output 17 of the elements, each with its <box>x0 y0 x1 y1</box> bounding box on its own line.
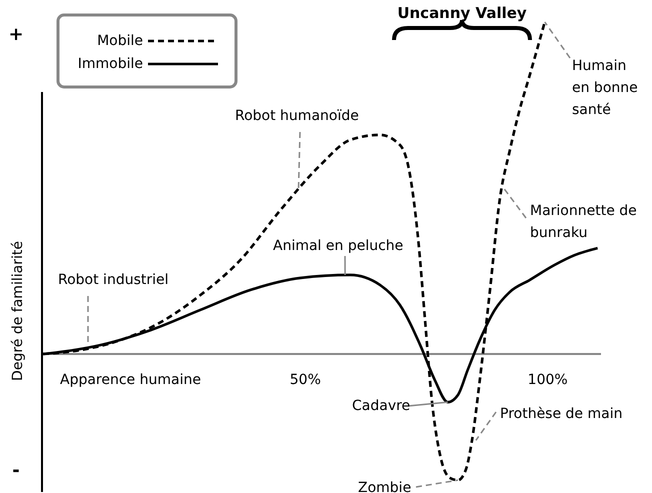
text: - <box>12 460 20 481</box>
annotation: Animal en peluche <box>273 238 404 254</box>
legend-label: Mobile <box>97 33 143 49</box>
x-tick-label: 50% <box>290 372 321 388</box>
annotation: Zombie <box>358 480 412 493</box>
annotation: Marionnette de bunraku <box>530 203 637 241</box>
annotation: Cadavre <box>352 398 410 414</box>
text: + <box>8 24 24 45</box>
annotation: Humain en bonne santé <box>572 58 638 118</box>
annotation: Robot industriel <box>58 272 169 288</box>
x-axis-title: Apparence humaine <box>60 372 201 388</box>
annotation: Uncanny Valley <box>397 4 527 22</box>
annotation: Robot humanoïde <box>235 108 359 124</box>
legend-label: Immobile <box>78 56 143 72</box>
y-axis-title: Degré de familiarité <box>10 241 26 381</box>
x-tick-label: 100% <box>528 372 568 388</box>
annotation: Prothèse de main <box>500 406 622 422</box>
